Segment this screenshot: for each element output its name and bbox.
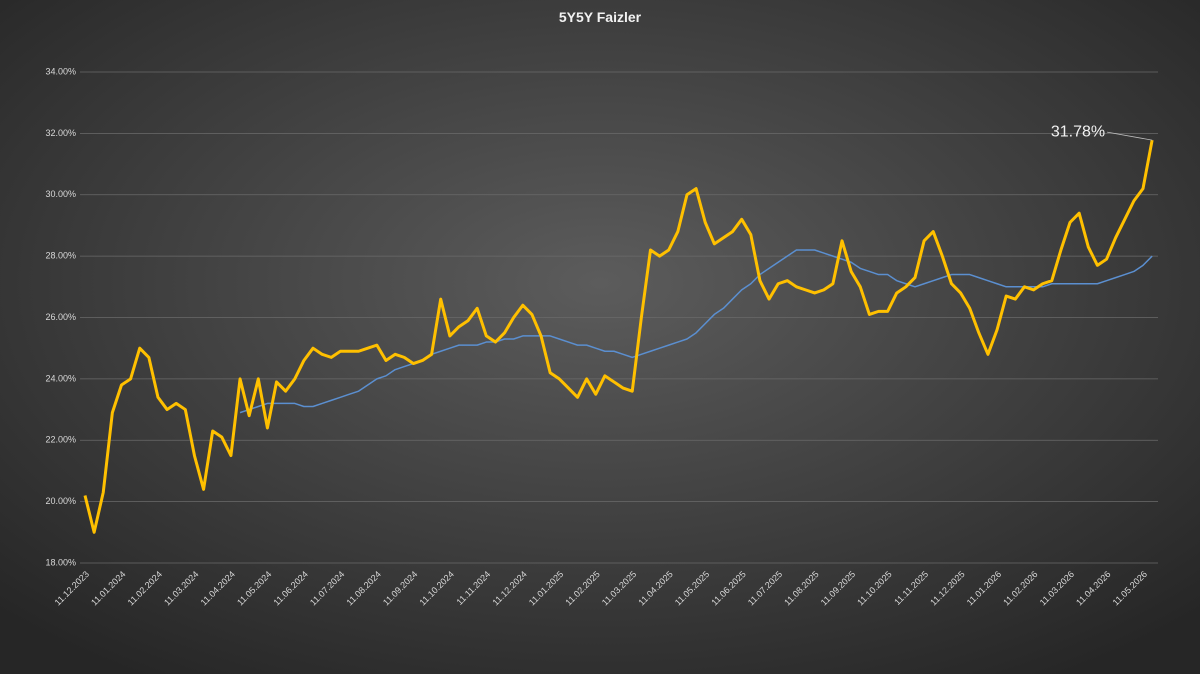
y-tick-label: 22.00% [45, 435, 76, 445]
y-tick-label: 28.00% [45, 251, 76, 261]
y-tick-label: 24.00% [45, 373, 76, 383]
chart-title: 5Y5Y Faizler [559, 9, 642, 25]
annotation-leader [1107, 131, 1153, 141]
y-tick-label: 20.00% [45, 496, 76, 506]
annotation: 31.78% [1051, 123, 1105, 140]
series-line [239, 249, 1153, 414]
y-tick-label: 32.00% [45, 128, 76, 138]
series-line [83, 139, 1154, 534]
y-tick-label: 26.00% [45, 312, 76, 322]
y-tick-label: 34.00% [45, 66, 76, 76]
y-tick-label: 18.00% [45, 557, 76, 567]
y-tick-label: 30.00% [45, 189, 76, 199]
